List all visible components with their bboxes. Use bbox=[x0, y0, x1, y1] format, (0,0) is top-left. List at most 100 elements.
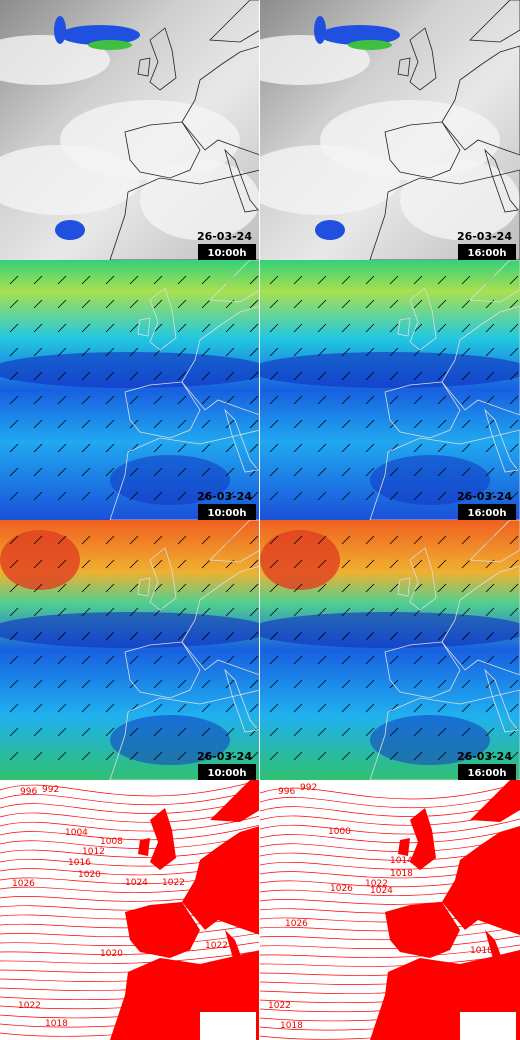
precip-core bbox=[88, 40, 132, 50]
wind-arrow bbox=[177, 395, 187, 405]
wind-arrow bbox=[341, 751, 351, 761]
wind-arrow bbox=[461, 631, 471, 641]
wind-arrow bbox=[177, 275, 187, 285]
wind-arrow bbox=[177, 559, 187, 569]
isobar bbox=[260, 782, 520, 800]
wind-arrow bbox=[437, 751, 447, 761]
jet bbox=[110, 455, 230, 505]
wind-arrow bbox=[153, 679, 163, 689]
wind-arrow bbox=[9, 607, 19, 617]
wind-arrow bbox=[485, 443, 495, 453]
wind-arrow bbox=[153, 395, 163, 405]
isobar bbox=[0, 797, 260, 814]
wind-arrow bbox=[269, 467, 279, 477]
wind-arrow bbox=[461, 275, 471, 285]
date-label: 26-03-24 bbox=[457, 490, 512, 503]
wind-arrow bbox=[461, 419, 471, 429]
wind-arrow bbox=[485, 467, 495, 477]
wind-arrow bbox=[249, 679, 259, 689]
wind-arrow bbox=[201, 323, 211, 333]
wind-arrow bbox=[105, 443, 115, 453]
wind-arrow bbox=[201, 583, 211, 593]
wind-arrow bbox=[365, 583, 375, 593]
wind-arrow bbox=[341, 655, 351, 665]
wind-arrow bbox=[225, 371, 235, 381]
wind-arrow bbox=[81, 631, 91, 641]
isobar bbox=[260, 935, 520, 949]
wind-arrow bbox=[153, 631, 163, 641]
wind-arrow bbox=[389, 679, 399, 689]
wind-arrow bbox=[81, 323, 91, 333]
wind-arrow bbox=[33, 679, 43, 689]
wind-arrow bbox=[105, 371, 115, 381]
wind-arrow bbox=[129, 395, 139, 405]
wind-arrow bbox=[33, 299, 43, 309]
wind-arrow bbox=[461, 583, 471, 593]
wind-arrow bbox=[9, 703, 19, 713]
isobar-label: 1022 bbox=[268, 1001, 291, 1011]
isobar bbox=[0, 842, 260, 858]
wind-arrow bbox=[57, 443, 67, 453]
wind-arrow bbox=[177, 583, 187, 593]
wind-arrow bbox=[461, 751, 471, 761]
jet bbox=[0, 612, 260, 648]
wind-arrow bbox=[81, 583, 91, 593]
wind-arrow bbox=[317, 467, 327, 477]
coastline bbox=[469, 260, 520, 303]
wind-arrow bbox=[9, 323, 19, 333]
cloud bbox=[260, 145, 400, 215]
isobar bbox=[0, 833, 260, 849]
wind-arrow bbox=[485, 491, 495, 501]
wind-arrow bbox=[153, 299, 163, 309]
wind-arrow bbox=[389, 751, 399, 761]
land bbox=[210, 780, 260, 822]
wind-arrow bbox=[389, 395, 399, 405]
wind-arrow bbox=[293, 491, 303, 501]
land bbox=[485, 930, 518, 992]
jet bbox=[0, 352, 260, 388]
wind-arrow bbox=[389, 631, 399, 641]
isobar bbox=[0, 878, 260, 893]
wind-arrow bbox=[413, 679, 423, 689]
wind-arrow bbox=[9, 419, 19, 429]
wind-arrow bbox=[225, 703, 235, 713]
wind-arrow bbox=[57, 727, 67, 737]
precip bbox=[320, 25, 400, 45]
coastline bbox=[369, 429, 520, 520]
isobar bbox=[260, 863, 520, 879]
wind-arrow bbox=[33, 559, 43, 569]
wind-arrow bbox=[81, 371, 91, 381]
wind-arrow bbox=[249, 443, 259, 453]
wind-arrow bbox=[153, 655, 163, 665]
coastline bbox=[137, 317, 151, 337]
wind-arrow bbox=[485, 655, 495, 665]
isobar-label: 1024 bbox=[370, 886, 393, 896]
wind-arrow bbox=[201, 727, 211, 737]
wind-arrow bbox=[341, 323, 351, 333]
wind-arrow bbox=[81, 703, 91, 713]
wind-arrow bbox=[509, 395, 519, 405]
wind-arrow bbox=[177, 491, 187, 501]
coastline bbox=[149, 547, 177, 611]
coastline bbox=[209, 520, 260, 563]
isobar bbox=[0, 905, 260, 920]
wind-arrow bbox=[57, 679, 67, 689]
wind-arrow bbox=[509, 583, 519, 593]
wind-arrow bbox=[201, 275, 211, 285]
isobar bbox=[260, 971, 520, 985]
wind-arrow bbox=[365, 275, 375, 285]
wind-arrow bbox=[461, 467, 471, 477]
wind-arrow bbox=[177, 607, 187, 617]
wind-arrow bbox=[153, 371, 163, 381]
wind-arrow bbox=[177, 419, 187, 429]
wind-arrow bbox=[201, 631, 211, 641]
wind-arrow bbox=[249, 275, 259, 285]
wind-arrow bbox=[317, 275, 327, 285]
wind-arrow bbox=[341, 467, 351, 477]
wind-arrow bbox=[33, 607, 43, 617]
wind-arrow bbox=[201, 347, 211, 357]
coastline bbox=[137, 577, 151, 597]
wind-arrow bbox=[389, 583, 399, 593]
isobar-label: 1018 bbox=[45, 1019, 68, 1029]
